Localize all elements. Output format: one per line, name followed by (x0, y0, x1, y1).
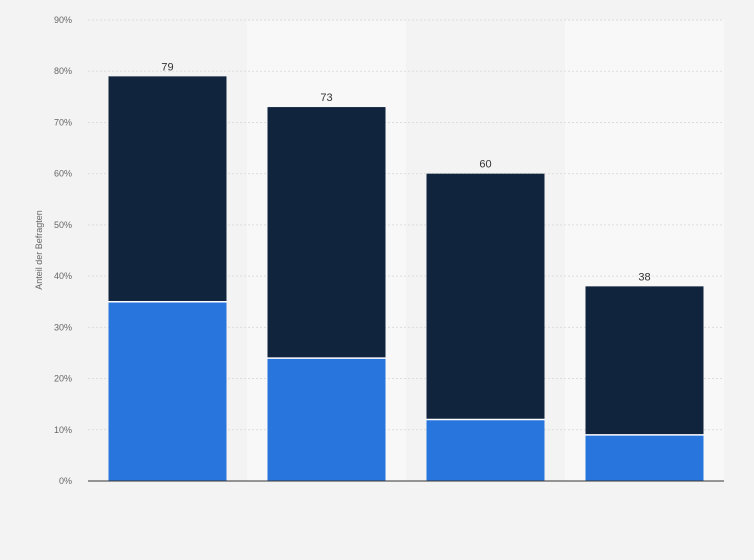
y-tick-label: 40% (54, 271, 72, 281)
bar-total-label: 60 (479, 159, 491, 171)
bar-segment[interactable] (108, 76, 227, 302)
bar-segment[interactable] (426, 173, 545, 420)
y-tick-label: 30% (54, 322, 72, 332)
y-axis-title: Anteil der Befragten (34, 210, 44, 290)
y-tick-label: 10% (54, 425, 72, 435)
bar-segment[interactable] (585, 286, 704, 435)
bar-segment[interactable] (267, 358, 386, 481)
bar-segment[interactable] (585, 434, 704, 481)
y-tick-label: 90% (54, 15, 72, 25)
y-tick-label: 0% (59, 476, 72, 486)
bar-segment[interactable] (108, 301, 227, 481)
bar-total-label: 73 (320, 92, 332, 104)
y-axis-ticks: 0% 10% 20% 30% 40% 50% 60% 70% 80% 90% (54, 15, 72, 486)
bar-total-label: 79 (161, 61, 173, 73)
bars (108, 76, 704, 481)
y-tick-label: 80% (54, 66, 72, 76)
bar-segment[interactable] (426, 419, 545, 481)
bar-total-label: 38 (638, 271, 650, 283)
y-tick-label: 50% (54, 220, 72, 230)
bar-segment[interactable] (267, 107, 386, 359)
y-tick-label: 60% (54, 169, 72, 179)
y-tick-label: 70% (54, 117, 72, 127)
y-tick-label: 20% (54, 374, 72, 384)
total-labels: 79 73 60 38 (161, 61, 650, 283)
